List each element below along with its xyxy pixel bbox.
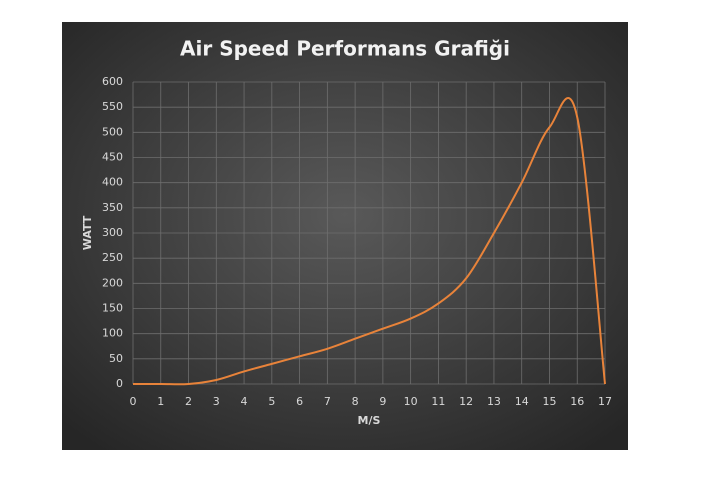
y-tick-label: 300 xyxy=(102,226,123,239)
x-tick-label: 4 xyxy=(241,395,248,408)
y-tick-label: 450 xyxy=(102,151,123,164)
x-tick-label: 14 xyxy=(515,395,529,408)
y-tick-label: 200 xyxy=(102,276,123,289)
y-tick-label: 100 xyxy=(102,327,123,340)
y-axis-label: WATT xyxy=(81,215,94,250)
chart-background xyxy=(62,22,628,450)
y-tick-label: 500 xyxy=(102,125,123,138)
data-line xyxy=(132,97,606,386)
y-tick-label: 350 xyxy=(102,201,123,214)
y-tick-label: 550 xyxy=(102,100,123,113)
y-tick-label: 250 xyxy=(102,251,123,264)
x-tick-label: 11 xyxy=(431,395,445,408)
y-tick-label: 50 xyxy=(109,352,123,365)
y-tick-label: 600 xyxy=(102,75,123,88)
x-tick-label: 7 xyxy=(324,395,331,408)
x-axis-label: M/S xyxy=(358,414,381,427)
x-tick-label: 0 xyxy=(130,395,137,408)
y-tick-label: 400 xyxy=(102,176,123,189)
x-tick-label: 13 xyxy=(487,395,501,408)
y-tick-label: 0 xyxy=(116,377,123,390)
y-tick-label: 150 xyxy=(102,302,123,315)
x-tick-label: 5 xyxy=(268,395,275,408)
x-tick-label: 15 xyxy=(542,395,556,408)
x-tick-label: 9 xyxy=(379,395,386,408)
x-tick-label: 8 xyxy=(352,395,359,408)
x-tick-label: 12 xyxy=(459,395,473,408)
x-tick-label: 1 xyxy=(157,395,164,408)
x-tick-label: 3 xyxy=(213,395,220,408)
chart-title: Air Speed Performans Grafiği xyxy=(180,37,510,61)
x-tick-label: 16 xyxy=(570,395,584,408)
x-tick-label: 17 xyxy=(598,395,612,408)
x-tick-label: 10 xyxy=(404,395,418,408)
x-tick-label: 6 xyxy=(296,395,303,408)
x-tick-label: 2 xyxy=(185,395,192,408)
